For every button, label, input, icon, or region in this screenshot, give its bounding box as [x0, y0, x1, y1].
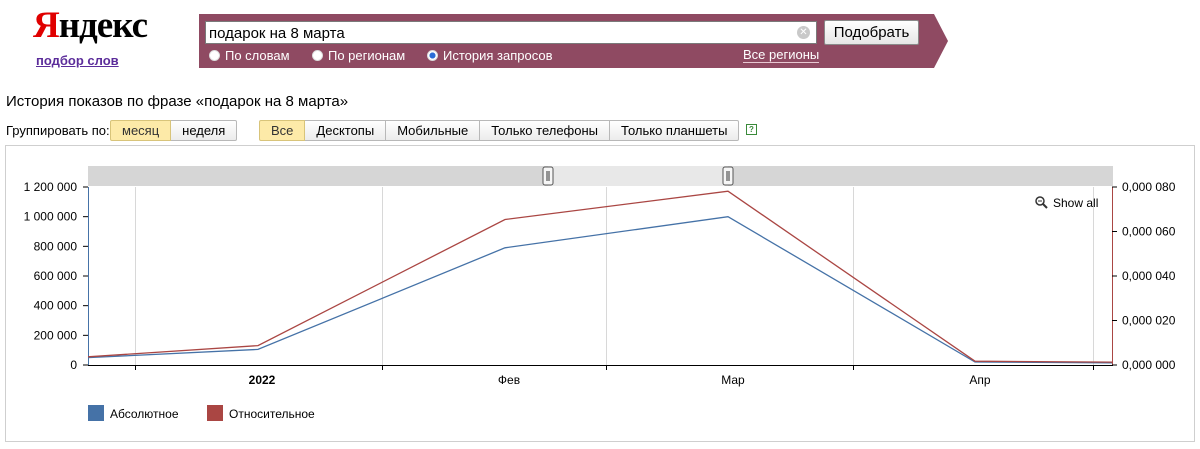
legend-swatch-absolute	[88, 405, 104, 421]
legend-label-relative: Относительное	[229, 407, 315, 421]
navigator-window[interactable]	[548, 166, 728, 186]
page-title: История показов по фразе «подарок на 8 м…	[6, 93, 349, 110]
left-tick-label: 1 200 000	[24, 180, 78, 194]
navigator-right-handle[interactable]	[722, 166, 734, 186]
chart-frame	[5, 145, 1195, 442]
device-all-button[interactable]: Все	[259, 120, 306, 141]
x-tick-label: 2022	[249, 373, 276, 387]
series-line-absolute	[87, 216, 1113, 364]
radio-query-history[interactable]: История запросов	[427, 48, 553, 64]
radio-by-regions[interactable]: По регионам	[312, 48, 405, 64]
device-desktop-button[interactable]: Десктопы	[305, 120, 387, 141]
grid-lines	[135, 187, 1094, 370]
x-tick-label: Апр	[969, 373, 991, 387]
all-regions-link[interactable]: Все регионы	[743, 47, 820, 63]
device-mobile-button[interactable]: Мобильные	[386, 120, 481, 141]
clear-icon[interactable]: ✕	[797, 26, 810, 39]
grouping-toggle: месяц неделя	[110, 120, 238, 141]
x-tick-label: Мар	[721, 373, 745, 387]
series-line-relative	[87, 190, 1113, 363]
left-tick-label: 200 000	[34, 328, 78, 342]
right-tick-label: 0,000 000	[1122, 358, 1176, 372]
group-month-button[interactable]: месяц	[110, 120, 172, 141]
right-axis-ticks: 0,000 000 0,000 020 0,000 040 0,000 060 0,00…	[1112, 180, 1176, 372]
left-axis-ticks: 0 200 000 400 000 600 000 800 000 1 000 000 1 …	[24, 180, 88, 372]
legend-label-absolute: Абсолютное	[110, 407, 179, 421]
legend-swatch-relative	[207, 405, 223, 421]
navigator-left-handle[interactable]	[542, 166, 554, 186]
grouping-label: Группировать по:	[6, 123, 110, 138]
left-tick-label: 600 000	[34, 269, 78, 283]
right-tick-label: 0,000 060	[1122, 225, 1176, 239]
left-tick-label: 400 000	[34, 299, 78, 313]
right-tick-label: 0,000 080	[1122, 180, 1176, 194]
search-input[interactable]	[205, 21, 817, 44]
left-tick-label: 800 000	[34, 239, 78, 253]
radio-dot	[209, 50, 220, 61]
legend-item-relative[interactable]: Относительное	[207, 405, 315, 421]
left-tick-label: 1 000 000	[24, 210, 78, 224]
right-tick-label: 0,000 020	[1122, 314, 1176, 328]
legend: Абсолютное Относительное	[88, 405, 315, 421]
radio-dot	[312, 50, 323, 61]
search-panel: ✕ Подобрать По словам По регионам Истори…	[199, 14, 949, 68]
left-tick-label: 0	[70, 358, 77, 372]
right-tick-label: 0,000 040	[1122, 269, 1176, 283]
pick-button[interactable]: Подобрать	[824, 20, 919, 45]
help-icon[interactable]: ?	[746, 124, 757, 135]
show-all-label: Show all	[1053, 196, 1098, 210]
radio-by-words[interactable]: По словам	[209, 48, 290, 64]
device-phones-button[interactable]: Только телефоны	[480, 120, 611, 141]
wordstat-link[interactable]: подбор слов	[36, 53, 119, 68]
radio-dot-checked	[427, 50, 438, 61]
legend-item-absolute[interactable]: Абсолютное	[88, 405, 179, 421]
yandex-logo[interactable]: Яндекс	[33, 5, 148, 46]
x-tick-label: Фев	[498, 373, 520, 387]
show-all-button[interactable]: Show all	[1035, 196, 1098, 210]
device-filter: Все Десктопы Мобильные Только телефоны Т…	[259, 120, 740, 141]
x-axis-ticks: 2022 Фев Мар Апр	[249, 373, 991, 387]
device-tablets-button[interactable]: Только планшеты	[610, 120, 740, 141]
group-week-button[interactable]: неделя	[171, 120, 238, 141]
zoom-icon	[1035, 196, 1048, 209]
series-lines	[87, 190, 1113, 364]
